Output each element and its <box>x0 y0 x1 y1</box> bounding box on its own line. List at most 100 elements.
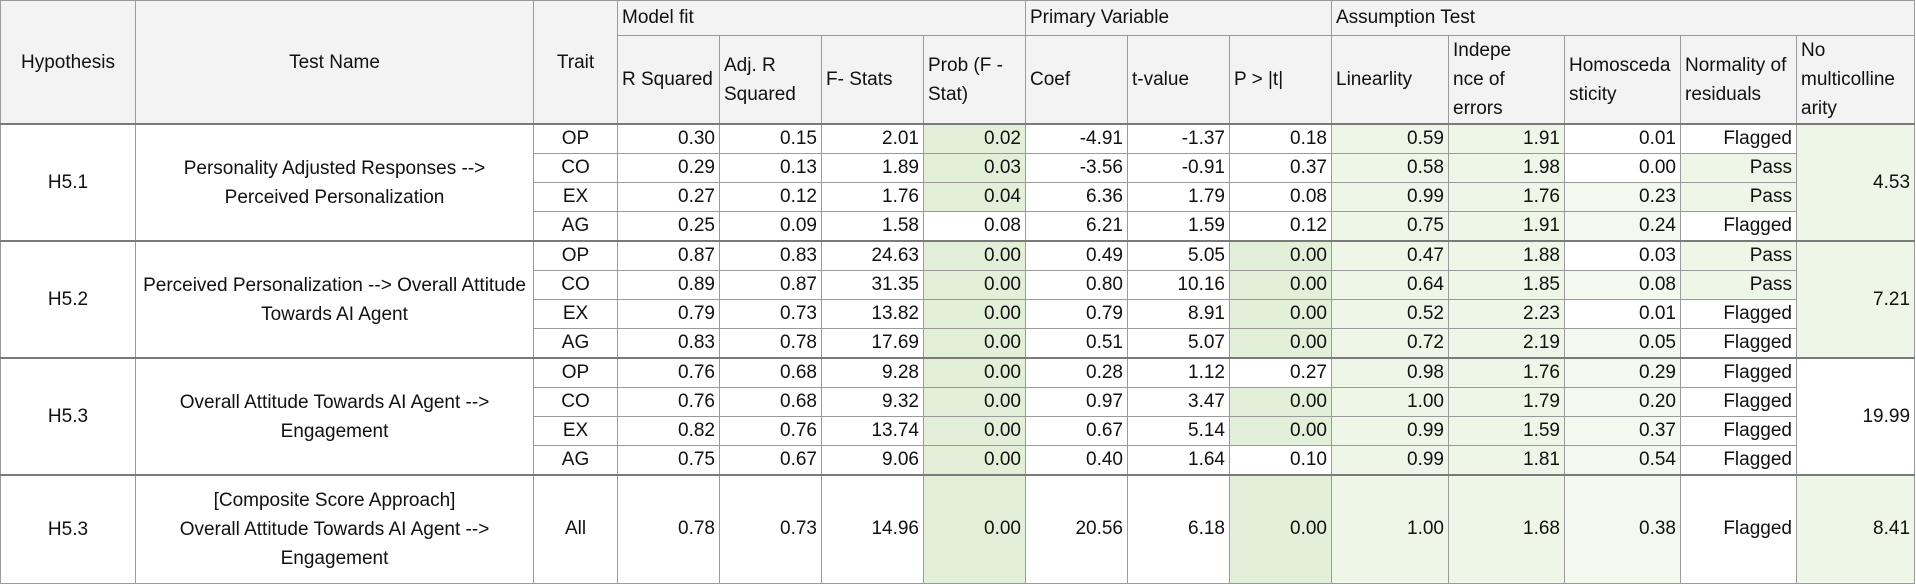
value-cell-prob: 0.04 <box>923 182 1026 212</box>
trait-cell: AG <box>533 445 618 476</box>
value-cell-ind: 1.91 <box>1448 211 1565 242</box>
value-cell-ind: 1.59 <box>1448 416 1565 446</box>
normality-cell: Flagged <box>1680 474 1797 584</box>
value-cell-adj: 0.09 <box>719 211 822 242</box>
value-cell-homo: 0.23 <box>1564 182 1681 212</box>
header-multicollinearity: No multicolline arity <box>1795 35 1916 125</box>
value-cell-homo: 0.08 <box>1564 270 1681 300</box>
value-cell-coef: 0.40 <box>1025 445 1128 476</box>
value-cell-prob: 0.00 <box>923 240 1026 271</box>
value-cell-prob: 0.02 <box>923 123 1026 154</box>
value-cell-adj: 0.73 <box>719 474 822 584</box>
trait-cell: All <box>533 474 618 584</box>
composite-row: H5.3 [Composite Score Approach] Overall At… <box>0 474 1916 584</box>
trait-cell: OP <box>533 240 618 271</box>
test-name-cell: [Composite Score Approach] Overall Attitu… <box>135 474 534 584</box>
trait-cell: AG <box>533 328 618 359</box>
value-cell-prob: 0.00 <box>923 299 1026 329</box>
value-cell-coef: 0.49 <box>1025 240 1128 271</box>
value-cell-coef: 20.56 <box>1025 474 1128 584</box>
value-cell-homo: 0.01 <box>1564 123 1681 154</box>
value-cell-homo: 0.03 <box>1564 240 1681 271</box>
value-cell-r2: 0.27 <box>617 182 720 212</box>
multicollinearity-cell: 19.99 <box>1795 357 1916 476</box>
value-cell-p: 0.10 <box>1229 445 1332 476</box>
value-cell-p: 0.00 <box>1229 270 1332 300</box>
header-linearity: Linearlity <box>1331 35 1449 125</box>
value-cell-coef: 0.67 <box>1025 416 1128 446</box>
value-cell-f: 13.82 <box>821 299 924 329</box>
header-group-primary-variable: Primary Variable <box>1025 0 1332 36</box>
value-cell-r2: 0.30 <box>617 123 720 154</box>
value-cell-ind: 1.76 <box>1448 357 1565 388</box>
value-cell-adj: 0.68 <box>719 387 822 417</box>
value-cell-ind: 1.68 <box>1448 474 1565 584</box>
value-cell-lin: 0.47 <box>1331 240 1449 271</box>
value-cell-lin: 0.99 <box>1331 182 1449 212</box>
value-cell-homo: 0.01 <box>1564 299 1681 329</box>
trait-cell: EX <box>533 416 618 446</box>
value-cell-f: 2.01 <box>821 123 924 154</box>
table-row: AG 0.75 0.67 9.06 0.00 0.40 1.64 0.10 0.99 1.81 0.… <box>1 445 1915 476</box>
value-cell-t: 10.16 <box>1127 270 1230 300</box>
value-cell-homo: 0.38 <box>1564 474 1681 584</box>
header-prob-f-stat: Prob (F - Stat) <box>923 35 1026 125</box>
value-cell-coef: 6.36 <box>1025 182 1128 212</box>
value-cell-ind: 1.76 <box>1448 182 1565 212</box>
normality-cell: Flagged <box>1680 299 1797 329</box>
value-cell-t: 5.05 <box>1127 240 1230 271</box>
value-cell-homo: 0.00 <box>1564 153 1681 183</box>
hypothesis-cell: H5.1 <box>0 123 136 242</box>
header-t-value: t-value <box>1127 35 1230 125</box>
header-f-stats: F- Stats <box>821 35 924 125</box>
value-cell-prob: 0.00 <box>923 357 1026 388</box>
value-cell-adj: 0.83 <box>719 240 822 271</box>
header-homoscedasticity: Homosceda sticity <box>1564 35 1681 125</box>
normality-cell: Flagged <box>1680 387 1797 417</box>
header-p-value: P > |t| <box>1229 35 1332 125</box>
value-cell-homo: 0.54 <box>1564 445 1681 476</box>
value-cell-lin: 0.75 <box>1331 211 1449 242</box>
value-cell-f: 9.28 <box>821 357 924 388</box>
hypothesis-cell: H5.2 <box>0 240 136 359</box>
value-cell-lin: 0.99 <box>1331 445 1449 476</box>
value-cell-adj: 0.15 <box>719 123 822 154</box>
value-cell-f: 1.89 <box>821 153 924 183</box>
value-cell-f: 31.35 <box>821 270 924 300</box>
trait-cell: AG <box>533 211 618 242</box>
value-cell-p: 0.12 <box>1229 211 1332 242</box>
normality-cell: Pass <box>1680 240 1797 271</box>
trait-cell: EX <box>533 182 618 212</box>
value-cell-ind: 2.19 <box>1448 328 1565 359</box>
value-cell-lin: 0.98 <box>1331 357 1449 388</box>
value-cell-r2: 0.89 <box>617 270 720 300</box>
value-cell-homo: 0.24 <box>1564 211 1681 242</box>
value-cell-ind: 1.85 <box>1448 270 1565 300</box>
value-cell-coef: 0.28 <box>1025 357 1128 388</box>
value-cell-adj: 0.68 <box>719 357 822 388</box>
value-cell-p: 0.00 <box>1229 387 1332 417</box>
value-cell-p: 0.00 <box>1229 299 1332 329</box>
value-cell-prob: 0.08 <box>923 211 1026 242</box>
value-cell-homo: 0.37 <box>1564 416 1681 446</box>
header-coef: Coef <box>1025 35 1128 125</box>
value-cell-lin: 0.52 <box>1331 299 1449 329</box>
value-cell-f: 17.69 <box>821 328 924 359</box>
value-cell-coef: 6.21 <box>1025 211 1128 242</box>
value-cell-adj: 0.76 <box>719 416 822 446</box>
normality-cell: Pass <box>1680 182 1797 212</box>
value-cell-lin: 0.59 <box>1331 123 1449 154</box>
value-cell-p: 0.00 <box>1229 240 1332 271</box>
value-cell-t: 1.79 <box>1127 182 1230 212</box>
table-row: H5.3 Overall Attitude Towards AI Agent --… <box>0 357 1916 476</box>
value-cell-lin: 0.58 <box>1331 153 1449 183</box>
test-name-cell: Personality Adjusted Responses --> Perce… <box>135 123 534 242</box>
table-row: AG 0.83 0.78 17.69 0.00 0.51 5.07 0.00 0.72 2.19 0… <box>1 328 1915 359</box>
value-cell-t: 3.47 <box>1127 387 1230 417</box>
normality-cell: Flagged <box>1680 328 1797 359</box>
value-cell-f: 9.06 <box>821 445 924 476</box>
value-cell-p: 0.37 <box>1229 153 1332 183</box>
test-name-line: Engagement <box>280 547 389 569</box>
table-row: CO 0.76 0.68 9.32 0.00 0.97 3.47 0.00 1.00 1.79 0.… <box>1 387 1915 417</box>
multicollinearity-cell: 4.53 <box>1795 123 1916 242</box>
